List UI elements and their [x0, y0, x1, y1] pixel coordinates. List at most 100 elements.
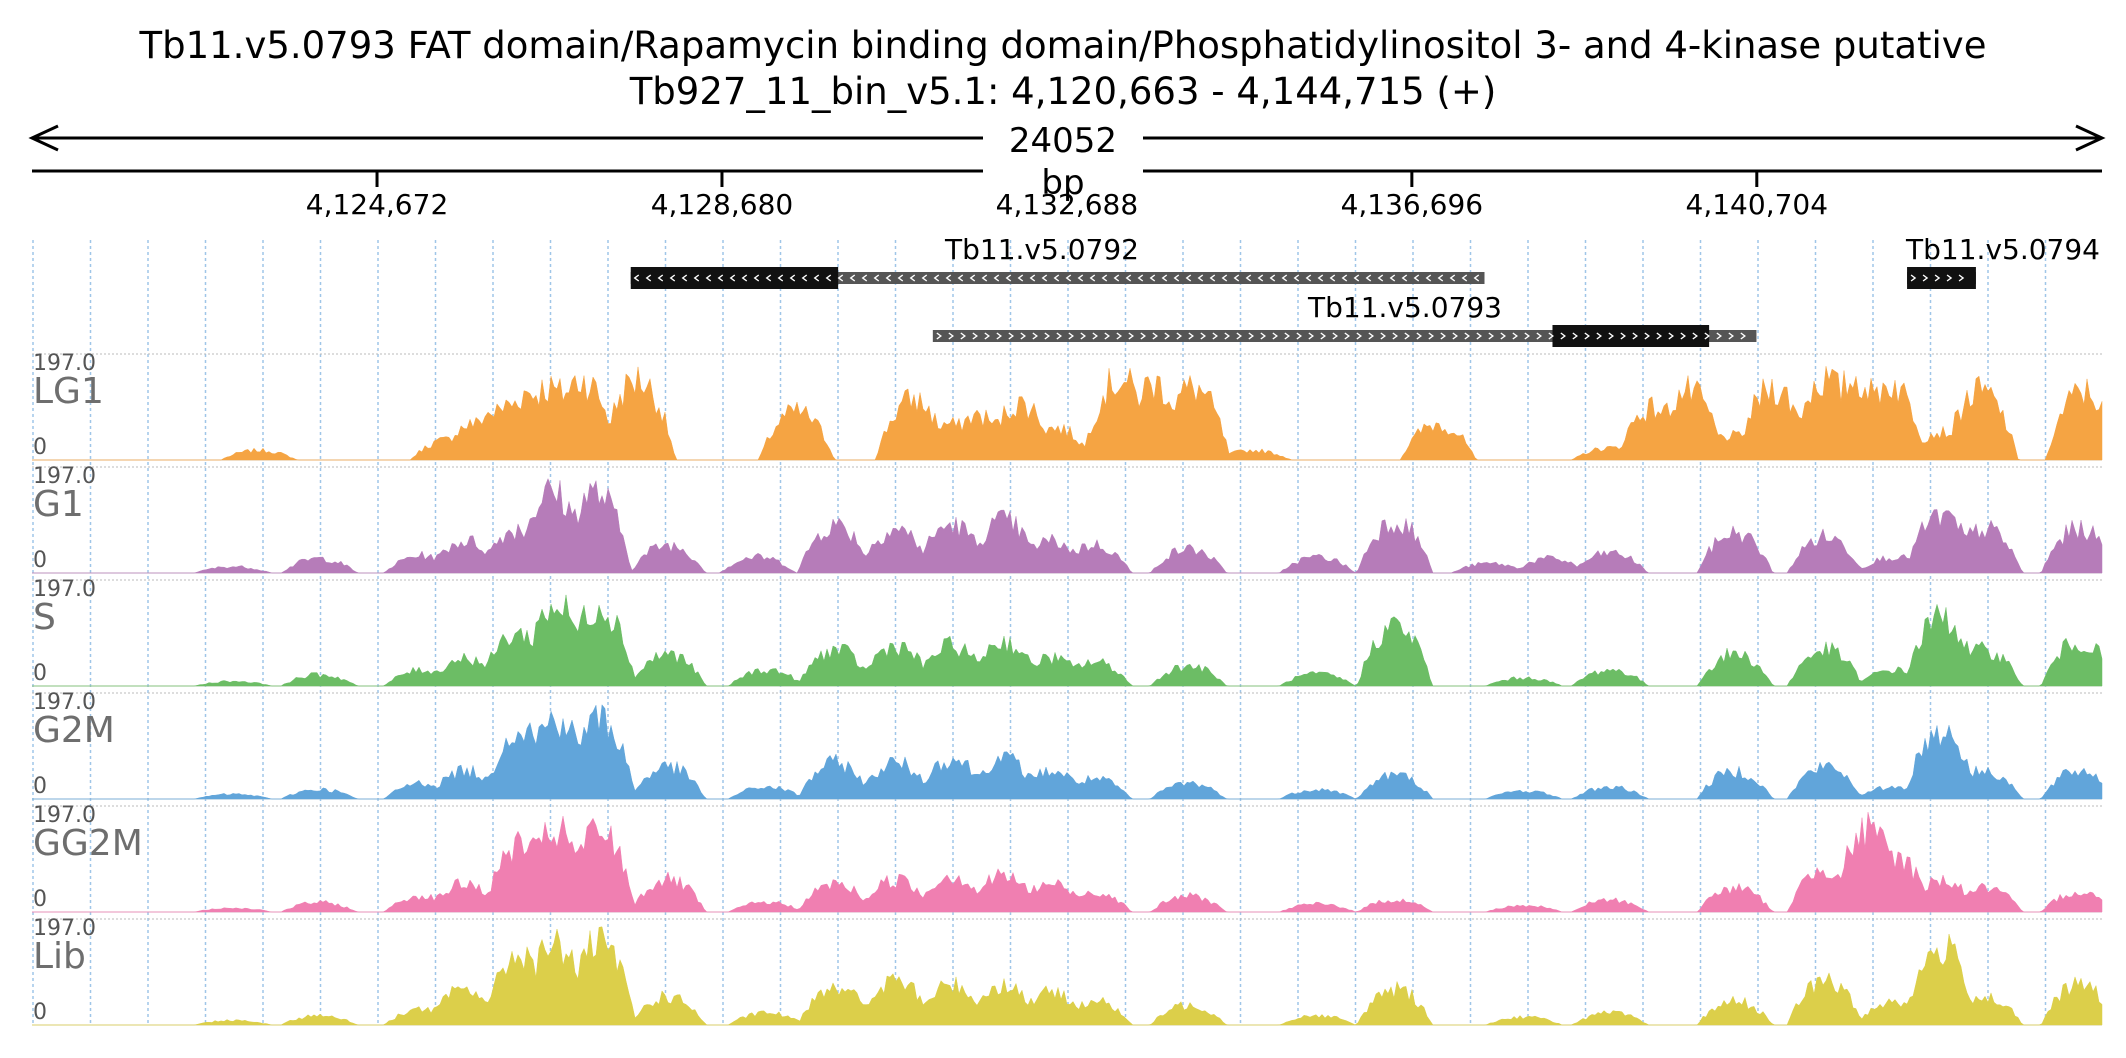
strand-chevron [1221, 274, 1228, 282]
strand-chevron [813, 274, 820, 282]
strand-chevron [693, 274, 700, 282]
strand-chevron [1209, 274, 1216, 282]
ruler-tick-label: 4,136,696 [1340, 188, 1484, 221]
strand-chevron [1524, 332, 1530, 340]
strand-chevron [1197, 274, 1204, 282]
strand-chevron [873, 274, 880, 282]
strand-chevron [1958, 274, 1965, 282]
track-max-label: 197.0 [33, 577, 96, 602]
track-min-label: 0 [33, 661, 47, 686]
strand-chevron [1200, 332, 1206, 340]
strand-chevron [753, 274, 760, 282]
strand-chevron [645, 274, 652, 282]
strand-chevron [1008, 332, 1014, 340]
span-arrow-right-head [2075, 124, 2106, 152]
strand-chevron [1389, 274, 1396, 282]
strand-chevron [777, 274, 784, 282]
strand-chevron [1910, 274, 1917, 282]
ruler-tick-label: 4,124,672 [305, 188, 449, 221]
strand-chevron [1353, 274, 1360, 282]
strand-chevron [837, 274, 844, 282]
strand-chevron [996, 332, 1002, 340]
strand-chevron [1365, 274, 1372, 282]
strand-chevron [1245, 274, 1252, 282]
gene-label: Tb11.v5.0792 [945, 233, 1139, 266]
strand-chevron [945, 274, 952, 282]
strand-chevron [825, 274, 832, 282]
strand-chevron [1149, 274, 1156, 282]
strand-chevron [1548, 332, 1554, 340]
strand-chevron [1620, 332, 1626, 340]
strand-chevron [1113, 274, 1120, 282]
strand-chevron [1140, 332, 1146, 340]
coverage-area-lg1 [32, 366, 2103, 461]
strand-chevron [1560, 332, 1566, 340]
chart-title: Tb11.v5.0793 FAT domain/Rapamycin bindin… [139, 24, 1987, 67]
strand-chevron [1284, 332, 1290, 340]
strand-chevron [1716, 332, 1722, 340]
track-max-label: 197.0 [33, 464, 96, 489]
strand-chevron [1572, 332, 1578, 340]
strand-chevron [1728, 332, 1734, 340]
strand-chevron [1536, 332, 1542, 340]
gene-utr-bar [630, 272, 1485, 284]
strand-chevron [1476, 332, 1482, 340]
strand-chevron [1608, 332, 1614, 340]
strand-chevron [1104, 332, 1110, 340]
strand-chevron [1128, 332, 1134, 340]
strand-chevron [933, 274, 940, 282]
strand-chevron [1668, 332, 1674, 340]
strand-chevron [1596, 332, 1602, 340]
strand-chevron [1473, 274, 1480, 282]
track-name: S [33, 597, 56, 638]
track-max-label: 197.0 [33, 916, 96, 941]
strand-chevron [1164, 332, 1170, 340]
strand-chevron [1257, 274, 1264, 282]
coverage-area-g2m [32, 704, 2103, 800]
strand-chevron [1089, 274, 1096, 282]
strand-chevron [849, 274, 856, 282]
strand-chevron [1161, 274, 1168, 282]
strand-chevron [1041, 274, 1048, 282]
strand-chevron [1188, 332, 1194, 340]
strand-chevron [1644, 332, 1650, 340]
strand-chevron [1152, 332, 1158, 340]
coverage-area-s [32, 594, 2103, 687]
strand-chevron [969, 274, 976, 282]
strand-chevron [1224, 332, 1230, 340]
strand-chevron [1005, 274, 1012, 282]
track-name: GG2M [33, 823, 143, 864]
strand-chevron [1065, 274, 1072, 282]
track-name: G1 [33, 484, 84, 525]
track-min-label: 0 [33, 887, 47, 912]
gene-cds-bar [630, 267, 839, 289]
strand-chevron [960, 332, 966, 340]
strand-chevron [1341, 274, 1348, 282]
strand-chevron [729, 274, 736, 282]
gene-label: Tb11.v5.0793 [1308, 291, 1502, 324]
strand-chevron [1934, 274, 1941, 282]
strand-chevron [897, 274, 904, 282]
ruler-tick-label: 4,140,704 [1685, 188, 1829, 221]
strand-chevron [1101, 274, 1108, 282]
strand-chevron [657, 274, 664, 282]
strand-chevron [981, 274, 988, 282]
strand-chevron [1173, 274, 1180, 282]
strand-chevron [765, 274, 772, 282]
strand-chevron [1329, 274, 1336, 282]
strand-chevron [1296, 332, 1302, 340]
coverage-area-gg2m [32, 812, 2103, 913]
strand-chevron [1137, 274, 1144, 282]
strand-chevron [1116, 332, 1122, 340]
strand-chevron [1044, 332, 1050, 340]
strand-chevron [972, 332, 978, 340]
strand-chevron [957, 274, 964, 282]
track-max-label: 197.0 [33, 690, 96, 715]
strand-chevron [1368, 332, 1374, 340]
ruler-tick-label: 4,132,688 [995, 188, 1139, 221]
strand-chevron [1125, 274, 1132, 282]
strand-chevron [1632, 332, 1638, 340]
strand-chevron [801, 274, 808, 282]
strand-chevron [1704, 332, 1710, 340]
